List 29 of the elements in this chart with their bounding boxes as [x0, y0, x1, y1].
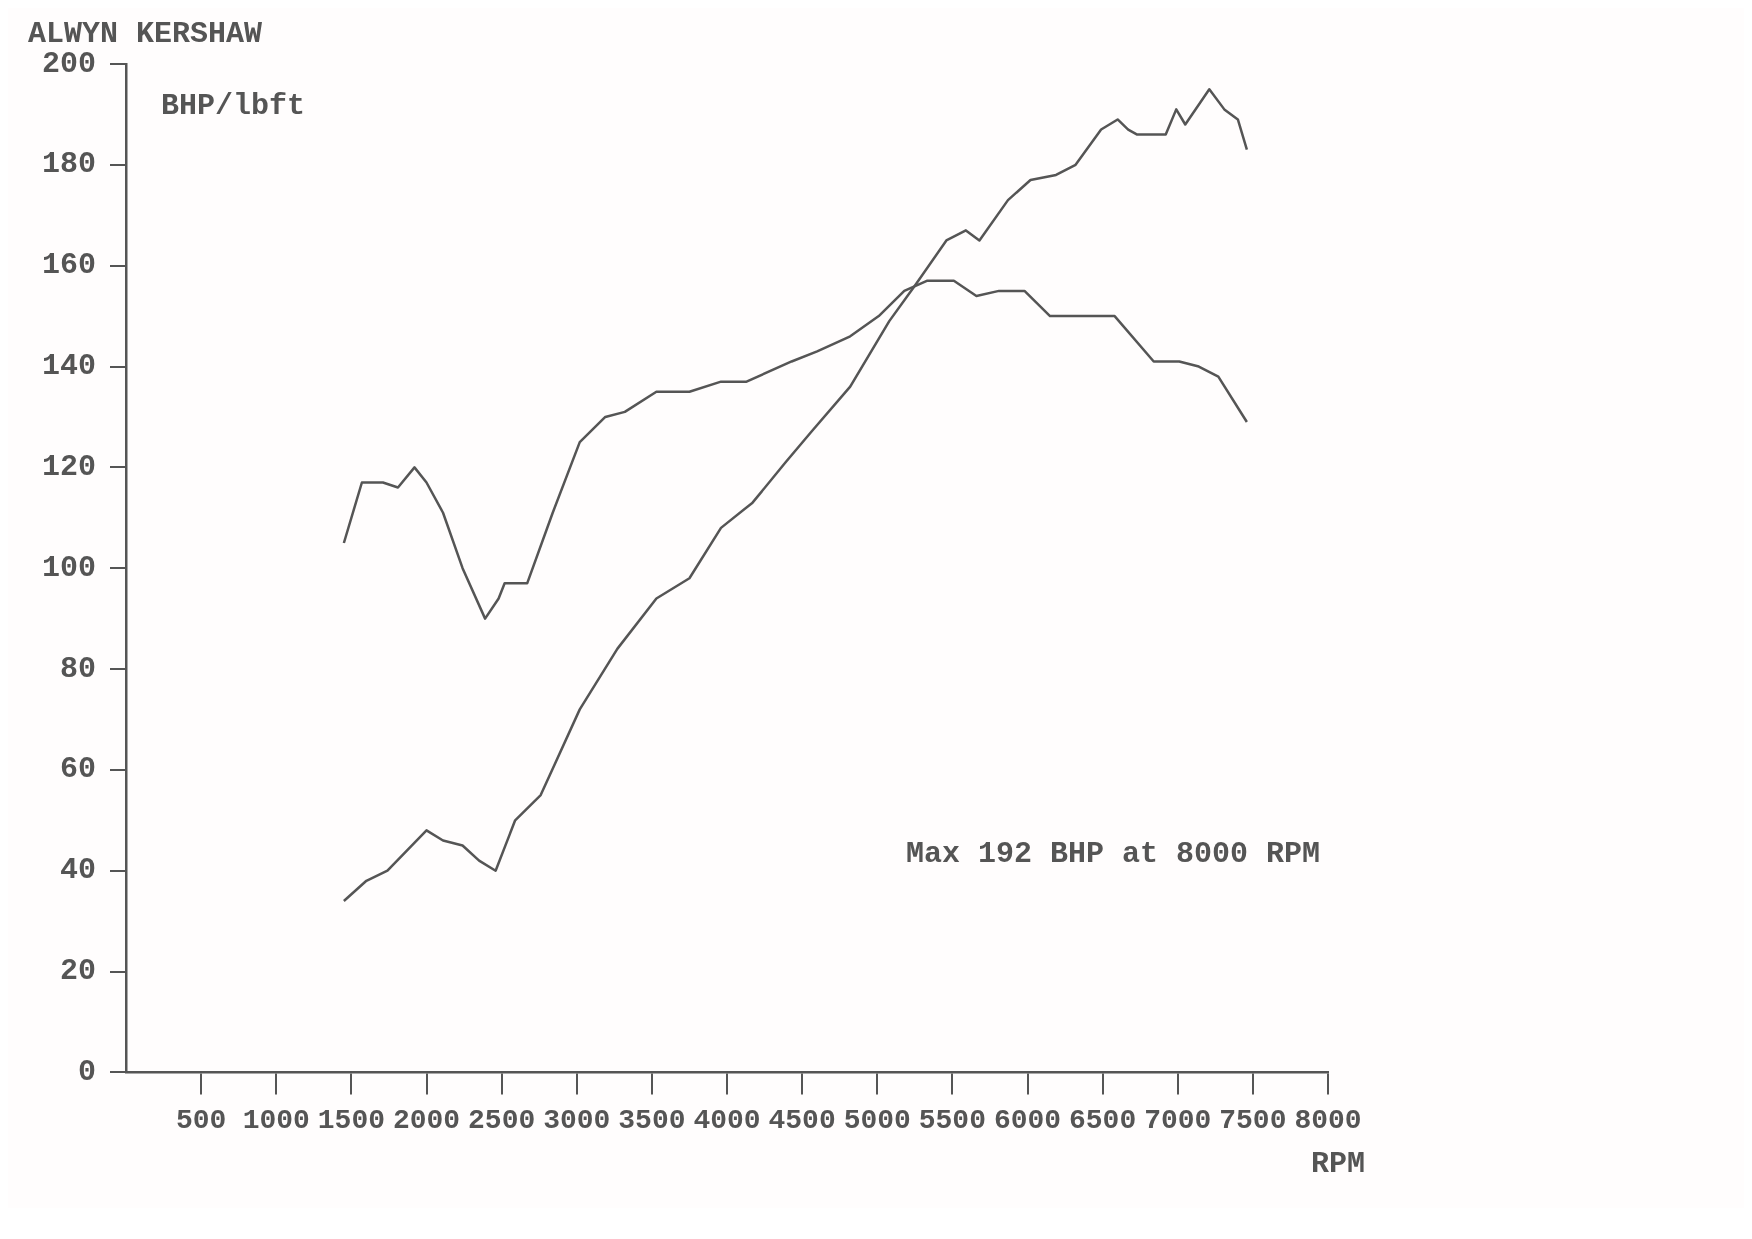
y-tick-label: 160 [41, 248, 97, 283]
x-tick-label: 4500 [768, 1105, 836, 1137]
x-axis-title: RPM [1310, 1147, 1366, 1182]
x-tick-label: 3000 [543, 1105, 611, 1137]
y-tick-label: 100 [41, 550, 97, 585]
x-tick-label: 7000 [1144, 1105, 1212, 1137]
x-tick-label: 8000 [1294, 1105, 1362, 1137]
x-tick-label: 6000 [993, 1105, 1062, 1137]
x-tick-label: 1500 [317, 1105, 385, 1137]
y-tick-label: 0 [77, 1054, 97, 1089]
y-tick-label: 140 [41, 349, 97, 384]
y-tick-label: 40 [59, 853, 97, 888]
x-tick-label: 5000 [843, 1105, 911, 1137]
x-tick-label: 4000 [693, 1105, 761, 1137]
x-tick-label: 7500 [1219, 1105, 1287, 1137]
y-tick-label: 180 [41, 147, 97, 182]
annotation: Max 192 BHP at 8000 RPM [905, 837, 1320, 872]
x-tick-label: 1000 [242, 1105, 310, 1137]
y-tick-label: 120 [41, 449, 97, 484]
x-tick-label: 3500 [618, 1105, 686, 1137]
x-tick-label: 2500 [468, 1105, 536, 1137]
y-tick-label: 80 [59, 651, 97, 686]
x-tick-label: 5500 [918, 1105, 986, 1137]
y-tick-label: 60 [59, 752, 97, 787]
y-axis-title: BHP/lbft [161, 89, 306, 123]
x-tick-label: 2000 [392, 1105, 461, 1137]
x-tick-label: 500 [175, 1105, 227, 1137]
x-tick-label: 6500 [1069, 1105, 1137, 1137]
y-tick-label: 20 [59, 954, 97, 989]
